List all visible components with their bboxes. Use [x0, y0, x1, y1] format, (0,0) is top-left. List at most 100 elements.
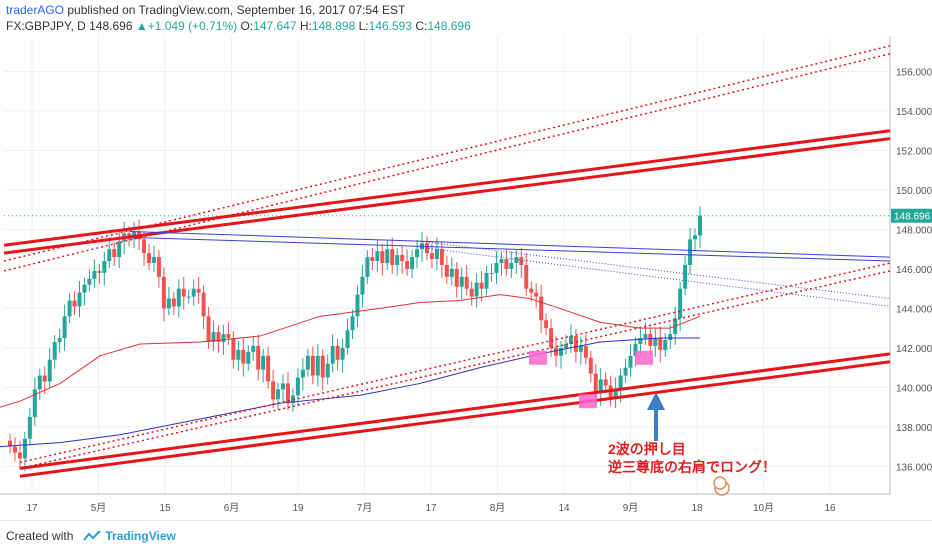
- candle-body: [112, 249, 117, 258]
- candle-body: [12, 446, 17, 453]
- candle-body: [8, 440, 12, 447]
- candle-body: [663, 340, 668, 350]
- candle-body: [658, 338, 663, 350]
- x-tick-label: 18: [691, 503, 703, 514]
- candle-body: [484, 272, 489, 289]
- close-label: C:: [412, 19, 428, 33]
- candle-body: [251, 345, 256, 352]
- x-tick-label: 17: [26, 503, 38, 514]
- candle-body: [355, 294, 360, 317]
- candle-body: [519, 257, 524, 265]
- candle-body: [554, 347, 559, 356]
- candle-body: [405, 261, 410, 269]
- y-tick-label: 156.000: [896, 68, 932, 79]
- candle-body: [231, 338, 236, 360]
- open-label: O:: [237, 19, 254, 33]
- price-chart[interactable]: 136.000 138.000 140.000 142.000 144.000 146.0…: [0, 36, 932, 520]
- tradingview-logo[interactable]: TradingView: [83, 529, 176, 543]
- candle-body: [181, 288, 186, 297]
- candle-body: [166, 298, 171, 309]
- symbol-label: FX:GBPJPY, D 148.696: [6, 19, 133, 33]
- candle-body: [315, 355, 320, 376]
- candle-body: [266, 355, 271, 382]
- candle-body: [628, 355, 633, 368]
- publish-line: traderAGO published on TradingView.com, …: [6, 2, 926, 18]
- last-price-label: 148.696: [894, 212, 931, 223]
- candle-body: [494, 263, 499, 273]
- candle-body: [330, 345, 335, 364]
- y-tick-label: 140.000: [896, 383, 932, 394]
- candle-body: [206, 316, 211, 342]
- candle-body: [400, 255, 405, 262]
- candle-body: [529, 288, 534, 293]
- candle-body: [633, 343, 638, 356]
- candle-body: [534, 292, 539, 297]
- y-tick-label: 146.000: [896, 265, 932, 276]
- candle-body: [568, 336, 573, 344]
- x-tick-label: 17: [425, 503, 437, 514]
- candle-body: [688, 239, 693, 265]
- candle-body: [281, 383, 286, 390]
- author-link[interactable]: traderAGO: [6, 3, 65, 17]
- candle-body: [335, 345, 340, 360]
- channel-line: [3, 129, 891, 247]
- candle-body: [196, 288, 201, 293]
- candle-body: [27, 417, 32, 439]
- footer: Created with TradingView: [0, 520, 932, 550]
- moving-average-blue: [0, 337, 700, 448]
- candle-body: [261, 355, 266, 370]
- neckline: [129, 236, 891, 262]
- channel-line: [3, 137, 891, 255]
- candle-body: [241, 349, 246, 364]
- candle-body: [593, 373, 598, 394]
- candle-body: [236, 349, 241, 360]
- candle-body: [385, 249, 390, 264]
- x-tick-label: 10月: [753, 502, 774, 514]
- published-text: published on TradingView.com, September …: [64, 3, 406, 17]
- candle-body: [539, 296, 544, 321]
- candle-body: [77, 292, 82, 307]
- ohlc-line: FX:GBPJPY, D 148.696 ▲+1.049 (+0.71%) O:…: [6, 18, 926, 34]
- candle-body: [544, 320, 549, 329]
- x-tick-label: 14: [558, 503, 570, 514]
- candle-body: [87, 278, 92, 285]
- up-arrow-icon: [647, 392, 665, 410]
- candle-body: [350, 316, 355, 331]
- candle-body: [221, 334, 226, 342]
- candle-body: [216, 332, 221, 342]
- neckline: [419, 246, 891, 307]
- y-tick-label: 144.000: [896, 304, 932, 315]
- candle-body: [161, 276, 166, 309]
- candle-body: [499, 259, 504, 264]
- candle-body: [171, 298, 176, 307]
- x-tick-label: 8月: [490, 502, 506, 514]
- candle-body: [434, 249, 439, 260]
- neckline: [129, 230, 891, 258]
- candle-body: [365, 257, 370, 277]
- candle-body: [201, 292, 206, 317]
- candle-body: [668, 334, 673, 341]
- candle-body: [62, 316, 67, 339]
- x-tick-label: 15: [159, 503, 171, 514]
- candle-body: [271, 381, 276, 400]
- candle-body: [474, 282, 479, 297]
- candle-body: [276, 389, 281, 400]
- candle-body: [429, 253, 434, 260]
- candle-body: [653, 338, 658, 346]
- candle-body: [693, 235, 698, 240]
- y-tick-label: 152.000: [896, 147, 932, 158]
- candle-body: [390, 249, 395, 265]
- candle-body: [613, 389, 618, 398]
- x-tick-label: 7月: [357, 502, 373, 514]
- chart-header: traderAGO published on TradingView.com, …: [0, 0, 932, 36]
- candle-body: [176, 288, 181, 307]
- y-tick-label: 136.000: [896, 462, 932, 473]
- candle-body: [469, 288, 474, 297]
- candle-body: [643, 334, 648, 339]
- low-label: L:: [355, 19, 369, 33]
- candle-body: [67, 300, 72, 317]
- candle-body: [17, 452, 22, 459]
- candle-body: [97, 270, 102, 273]
- candle-body: [117, 241, 122, 258]
- candle-body: [464, 276, 469, 289]
